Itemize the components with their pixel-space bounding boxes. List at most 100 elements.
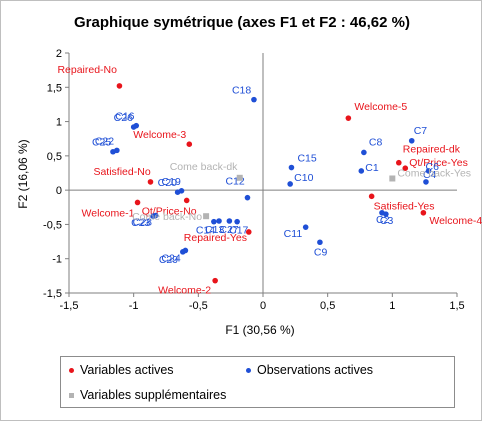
legend-label: Variables actives — [80, 363, 174, 377]
point-marker — [226, 218, 233, 224]
point-marker — [174, 189, 181, 195]
chart-title: Graphique symétrique (axes F1 et F2 : 46… — [74, 14, 410, 31]
point-marker — [116, 83, 123, 89]
point-label: Come back-dk — [170, 161, 238, 173]
point-marker — [251, 96, 257, 103]
point-marker — [110, 148, 116, 155]
point-marker — [180, 249, 186, 255]
point-label: C25 — [92, 137, 111, 149]
point-marker — [216, 218, 222, 224]
point-label: C22 — [95, 135, 114, 147]
point-label: C3 — [380, 215, 394, 227]
point-label: C6 — [426, 161, 440, 173]
y-tick-label: -1 — [52, 254, 62, 266]
point-label: Come back-No — [132, 211, 202, 223]
point-marker — [203, 213, 210, 220]
series-variables-suppl-mentaires: Come back-dk Come back-No Come back-Yes — [132, 161, 471, 223]
point-label: C29 — [159, 254, 178, 266]
legend: Variables actives Observations actives V… — [60, 356, 455, 408]
point-marker — [150, 213, 156, 219]
point-marker — [402, 165, 409, 171]
point-marker — [345, 115, 352, 121]
point-marker — [212, 277, 218, 284]
point-label: C19 — [162, 176, 181, 188]
point-marker — [236, 174, 243, 181]
legend-label: Observations actives — [257, 363, 374, 377]
point-label: C15 — [297, 153, 316, 165]
point-marker — [211, 218, 217, 225]
point-label: Repaired-Yes — [184, 232, 247, 244]
point-label: Repaired-dk — [403, 144, 461, 156]
y-tick-label: 0 — [56, 185, 62, 197]
point-marker — [287, 181, 293, 187]
point-label: C4 — [423, 169, 437, 181]
point-label: Welcome-3 — [133, 129, 186, 141]
legend-marker-grey-square — [69, 392, 74, 398]
y-tick-label: 1,5 — [47, 82, 62, 94]
point-marker — [147, 179, 154, 185]
point-marker — [383, 211, 389, 217]
point-marker — [186, 141, 193, 147]
x-tick-label: -1,5 — [60, 300, 79, 312]
point-label: Welcome-2 — [158, 285, 211, 297]
legend-item-variables-supplementaires: Variables supplémentaires — [69, 388, 226, 402]
point-marker — [317, 239, 323, 246]
x-tick-label: 1 — [389, 300, 395, 312]
point-label: Repaired-No — [57, 64, 117, 76]
point-marker — [130, 124, 137, 130]
point-marker — [423, 179, 429, 185]
point-label: C28 — [133, 217, 152, 229]
point-marker — [288, 164, 295, 171]
point-label: Qt/Price-Yes — [409, 157, 468, 169]
point-marker — [134, 199, 141, 206]
plot-area: Repaired-No Welcome-3 Satisfied-No Welcome-… — [57, 64, 482, 297]
point-label: Welcome-4 — [429, 215, 482, 227]
legend-item-observations-actives: Observations actives — [246, 363, 373, 377]
point-label: Come back-Yes — [397, 167, 471, 179]
point-label: C8 — [369, 136, 383, 148]
point-marker — [244, 194, 251, 201]
y-tick-label: -0,5 — [43, 219, 62, 231]
point-marker — [420, 209, 427, 216]
point-label: C9 — [314, 246, 328, 258]
y-axis-title: F2 (16,06 %) — [16, 139, 30, 208]
point-marker — [245, 229, 252, 235]
point-marker — [361, 149, 367, 156]
point-label: C24 — [161, 252, 180, 264]
point-marker — [408, 137, 415, 144]
point-marker — [425, 168, 432, 174]
point-marker — [368, 193, 375, 200]
point-label: C26 — [114, 112, 133, 124]
point-label: C16 — [115, 111, 134, 123]
point-label: C20 — [158, 177, 177, 189]
legend-label: Variables supplémentaires — [80, 388, 227, 402]
point-label: Satisfied-No — [93, 166, 150, 178]
x-tick-label: 0,5 — [320, 300, 335, 312]
point-marker — [396, 159, 402, 166]
point-marker — [234, 218, 240, 225]
legend-marker-blue-dot — [246, 367, 251, 373]
point-marker — [389, 175, 396, 182]
point-label: C17 — [229, 225, 248, 237]
point-label: C27 — [219, 224, 238, 236]
legend-marker-red-dot — [69, 367, 74, 373]
point-label: C10 — [294, 172, 313, 184]
y-tick-label: 2 — [56, 48, 62, 60]
point-marker — [358, 168, 365, 174]
point-label: C18 — [232, 85, 251, 97]
point-marker — [183, 197, 190, 204]
x-tick-label: 0 — [260, 300, 266, 312]
legend-item-variables-actives: Variables actives — [69, 363, 174, 377]
y-tick-label: -1,5 — [43, 288, 62, 300]
x-axis-title: F1 (30,56 %) — [225, 323, 294, 337]
series-variables-actives: Repaired-No Welcome-3 Satisfied-No Welcome-… — [57, 64, 482, 297]
point-label: Satisfied-Yes — [374, 200, 435, 212]
point-label: C14 — [196, 225, 215, 237]
point-label: C13 — [205, 224, 224, 236]
y-tick-label: 1 — [56, 117, 62, 129]
axes: -1,5 -1 -0,5 0 0,5 1 1,5 -1,5 -1 -0,5 0 0,5 1 1,5 2 — [43, 48, 465, 312]
point-label: C1 — [365, 162, 379, 174]
